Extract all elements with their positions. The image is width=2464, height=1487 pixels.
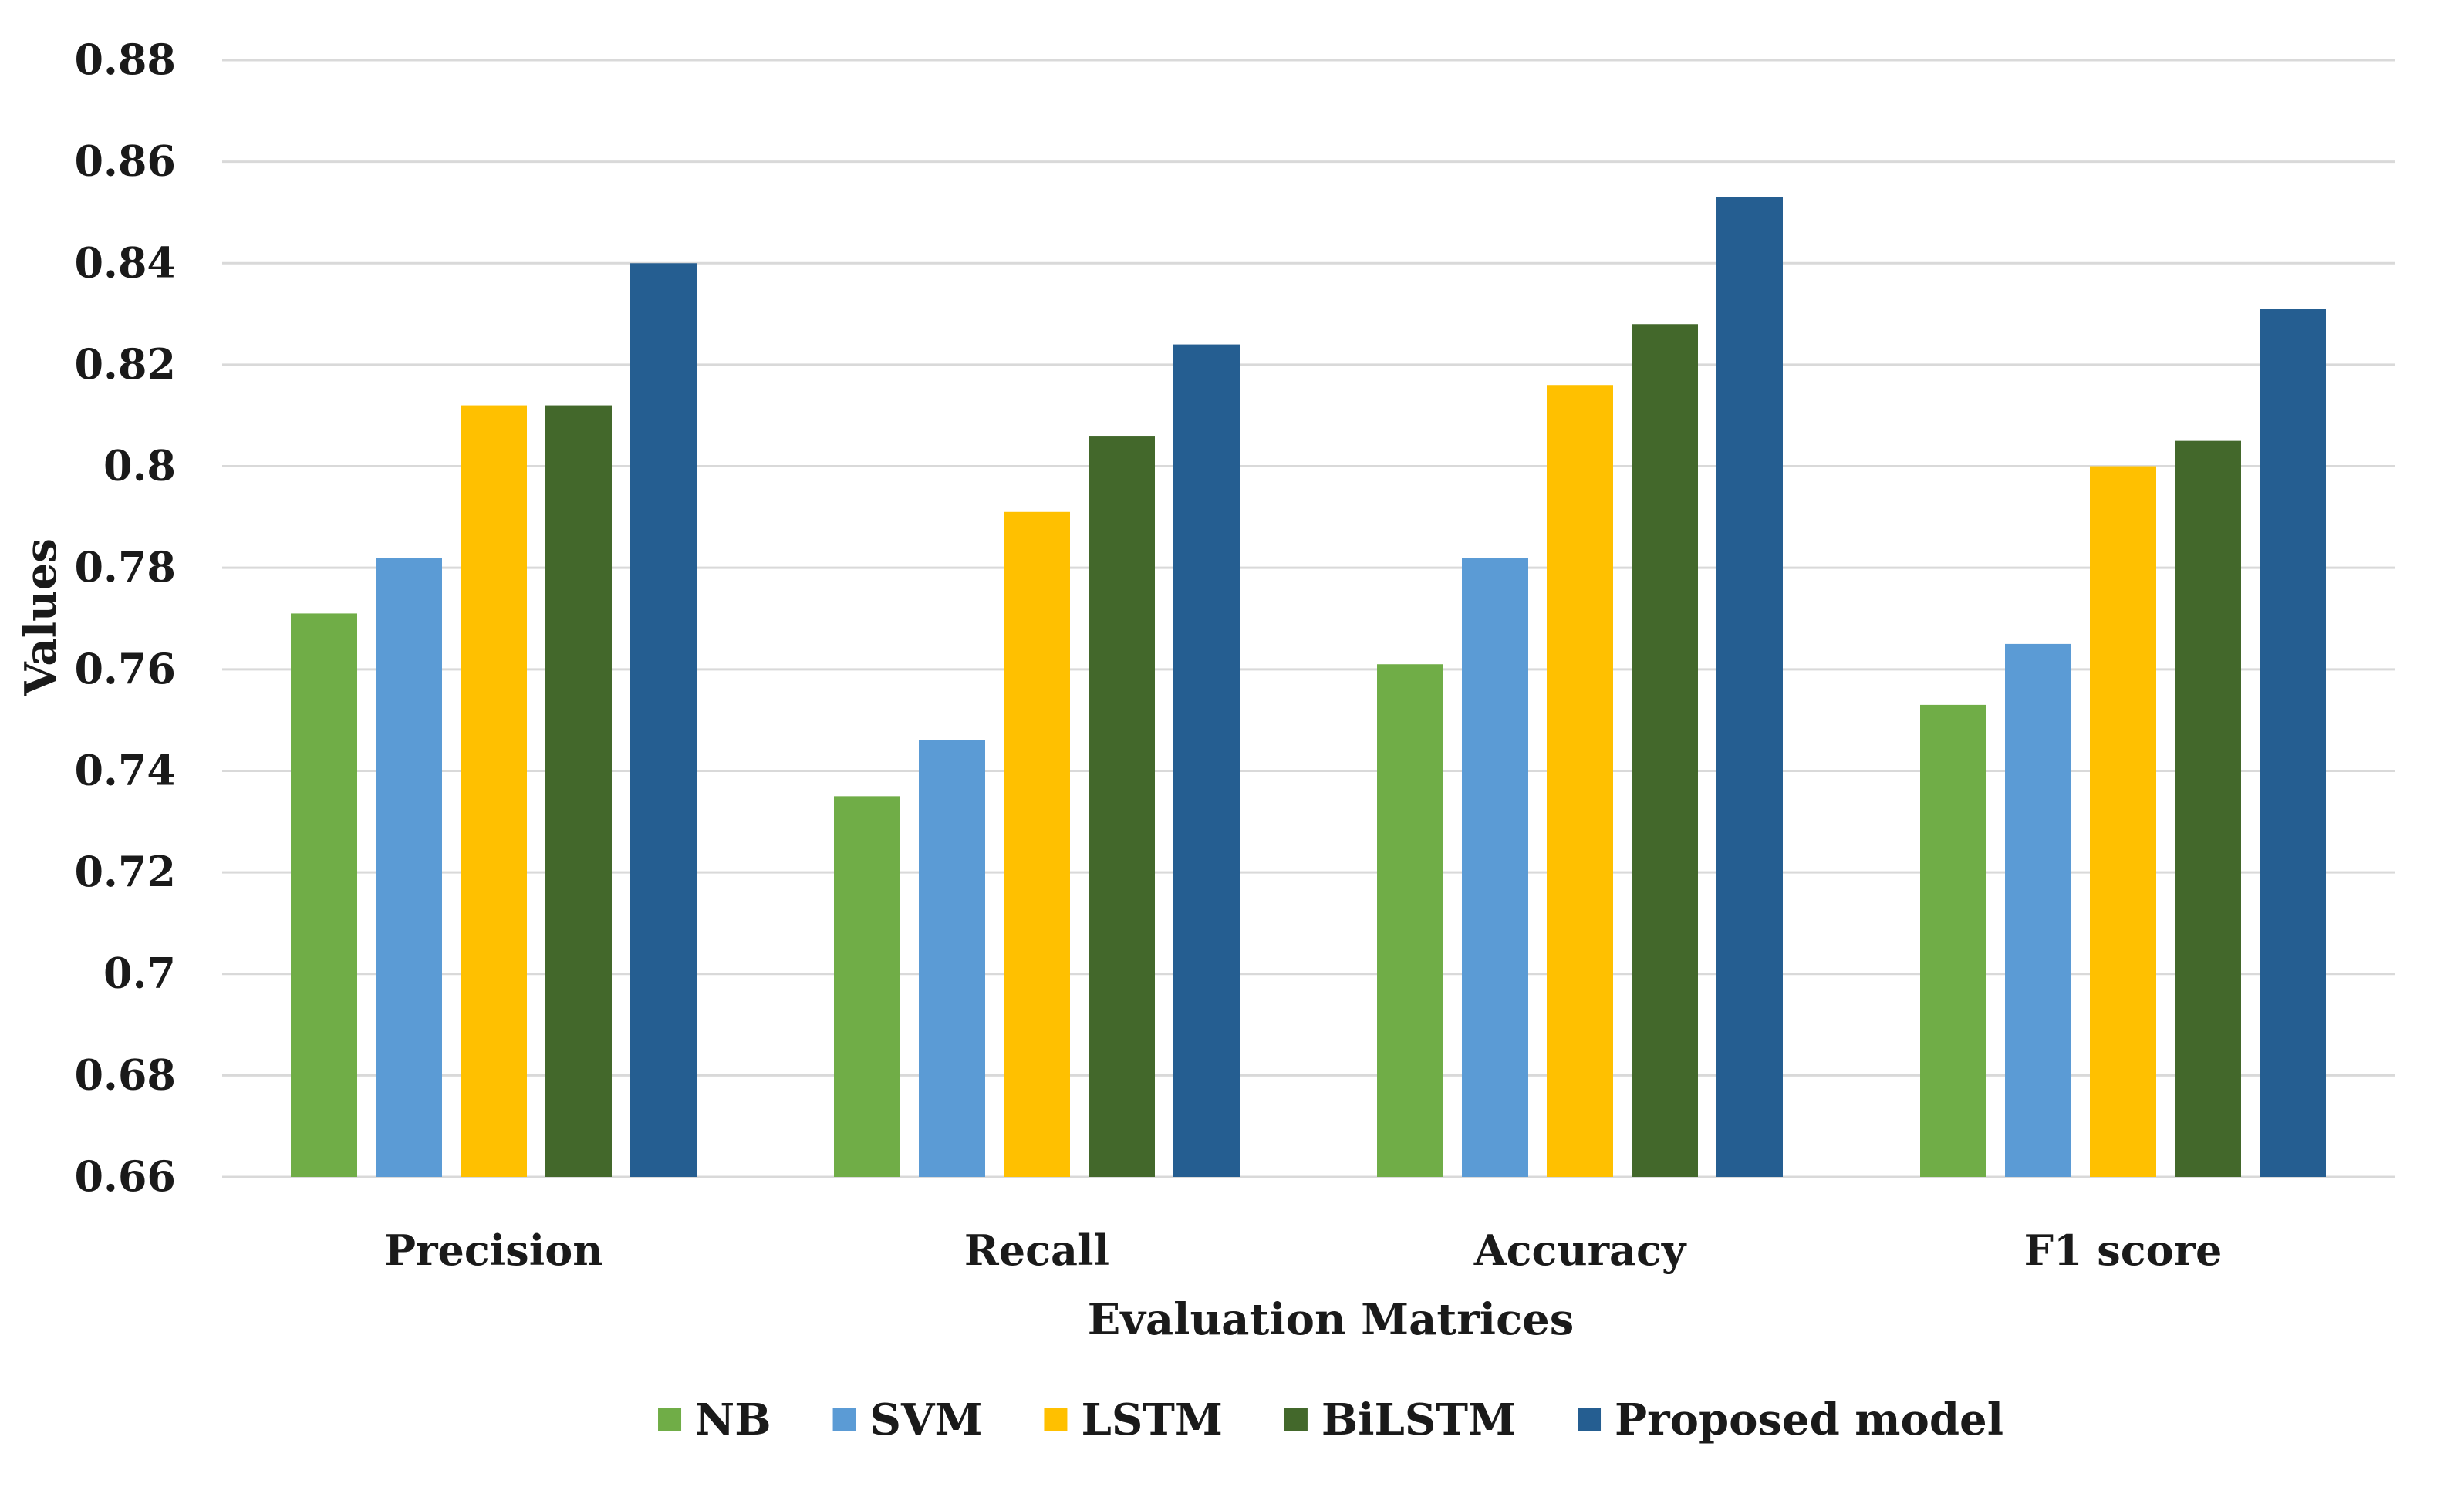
bar-bilstm-precision [545,405,612,1177]
y-tick-label: 0.88 [74,35,176,84]
bar-proposed-model-precision [630,263,697,1178]
legend-swatch [658,1408,682,1431]
y-tick-label: 0.7 [103,949,176,998]
bar-lstm-precision [461,405,527,1177]
legend-swatch [832,1408,856,1431]
y-tick-label: 0.82 [74,339,176,389]
legend-label: LSTM [1081,1394,1222,1445]
legend-swatch [1044,1408,1068,1431]
y-tick-label: 0.8 [103,441,176,491]
legend-label: SVM [870,1394,983,1445]
y-tick-label: 0.72 [74,847,176,896]
y-tick-label: 0.78 [74,542,176,592]
bar-nb-f1-score [1920,704,1986,1177]
y-axis-title: Values [15,538,66,696]
y-tick-label: 0.76 [74,644,176,693]
x-tick-label: Recall [964,1226,1109,1275]
bar-bilstm-recall [1089,436,1155,1177]
legend-swatch [1284,1408,1308,1431]
x-axis-ticks: Precision Recall Accuracy F1 score [385,1226,2223,1275]
bar-nb-precision [291,613,357,1177]
bar-svm-precision [376,558,442,1177]
bar-proposed-model-accuracy [1716,197,1783,1177]
bar-nb-accuracy [1377,664,1443,1177]
bar-svm-recall [919,740,985,1177]
y-tick-label: 0.84 [74,238,176,287]
bar-bilstm-accuracy [1632,324,1698,1178]
x-tick-label: Precision [385,1226,603,1275]
y-tick-label: 0.68 [74,1050,176,1099]
bar-proposed-model-recall [1173,344,1240,1178]
legend-label: Proposed model [1615,1394,2003,1445]
bar-svm-accuracy [1462,558,1528,1177]
y-tick-label: 0.66 [74,1151,176,1201]
y-axis-ticks: 0.66 0.68 0.7 0.72 0.74 0.76 0.78 0.8 0.82 0.84 0.… [74,35,176,1201]
bar-svm-f1-score [2005,643,2071,1177]
legend: NB SVM LSTM BiLSTM Proposed model [658,1394,2003,1445]
bar-lstm-accuracy [1547,385,1613,1178]
legend-label: BiLSTM [1321,1394,1516,1445]
bars [291,197,2326,1178]
x-tick-label: F1 score [2024,1226,2223,1275]
bar-lstm-recall [1004,511,1070,1177]
legend-swatch [1578,1408,1602,1431]
legend-label: NB [695,1394,771,1445]
x-axis-title: Evaluation Matrices [1088,1294,1575,1345]
x-tick-label: Accuracy [1473,1226,1687,1275]
y-tick-label: 0.86 [74,137,176,186]
bar-bilstm-f1-score [2175,440,2241,1177]
bar-nb-recall [834,796,900,1177]
y-tick-label: 0.74 [74,745,176,794]
bar-proposed-model-f1-score [2260,309,2326,1178]
bar-lstm-f1-score [2090,466,2156,1177]
